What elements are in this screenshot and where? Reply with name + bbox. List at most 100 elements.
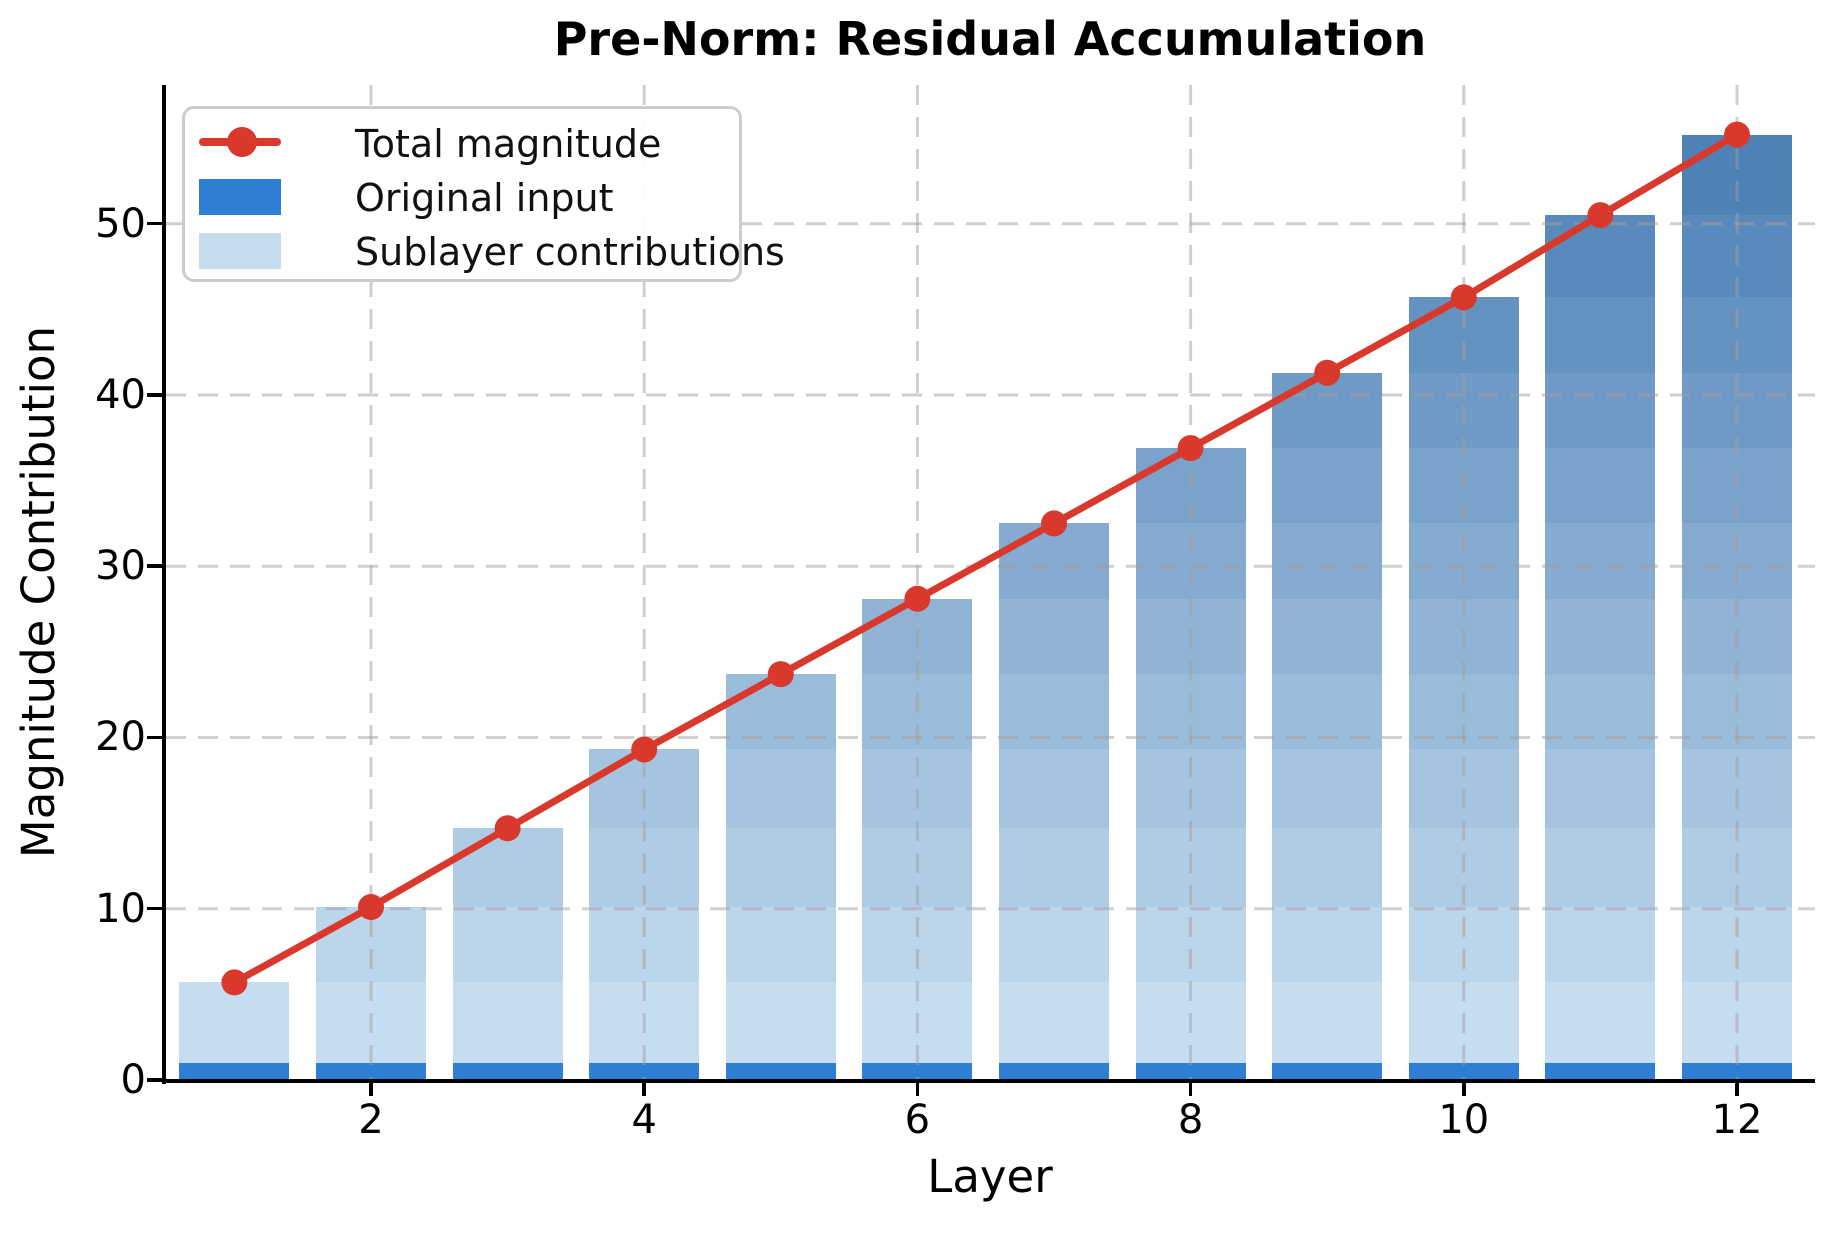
bar-sublayer-segment-3 bbox=[452, 828, 563, 908]
bar-sublayer-segment-7 bbox=[1135, 523, 1246, 599]
bar-sublayer-segment-1 bbox=[999, 982, 1109, 1063]
bar-sublayer-segment-1 bbox=[452, 982, 563, 1063]
bar-sublayer-segment-6 bbox=[1408, 598, 1519, 675]
bar-base-segment bbox=[589, 1062, 700, 1080]
bar-sublayer-segment-3 bbox=[1408, 828, 1519, 908]
bar-sublayer-segment-8 bbox=[1135, 448, 1246, 524]
bar-sublayer-segment-3 bbox=[862, 828, 973, 908]
bar-sublayer-segment-4 bbox=[725, 749, 836, 829]
bar-sublayer-segment-6 bbox=[1682, 598, 1792, 675]
bar-sublayer-segment-4 bbox=[1682, 749, 1792, 829]
bar-sublayer-segment-9 bbox=[1408, 372, 1519, 449]
bar-sublayer-segment-2 bbox=[1545, 907, 1656, 983]
bar-sublayer-segment-9 bbox=[1545, 372, 1656, 449]
bar-sublayer-segment-11 bbox=[1682, 215, 1792, 298]
bar-sublayer-segment-3 bbox=[725, 828, 836, 908]
bar-sublayer-segment-4 bbox=[1272, 749, 1383, 829]
bar-sublayer-segment-1 bbox=[1682, 982, 1792, 1063]
bar-sublayer-segment-6 bbox=[1545, 598, 1656, 675]
bar-sublayer-segment-6 bbox=[1135, 598, 1246, 675]
chart-title: Pre-Norm: Residual Accumulation bbox=[553, 12, 1427, 66]
bar-sublayer-segment-8 bbox=[1682, 448, 1792, 524]
bar-sublayer-segment-7 bbox=[1545, 523, 1656, 599]
legend-label: Original input bbox=[355, 176, 614, 220]
bar-sublayer-segment-7 bbox=[1682, 523, 1792, 599]
bar-sublayer-segment-9 bbox=[1682, 372, 1792, 449]
legend-patch-original-input bbox=[199, 179, 281, 215]
bar-sublayer-segment-8 bbox=[1545, 448, 1656, 524]
bar-sublayer-segment-5 bbox=[1682, 674, 1792, 750]
bar-sublayer-segment-12 bbox=[1682, 134, 1792, 216]
bar-sublayer-segment-4 bbox=[589, 749, 700, 829]
bar-sublayer-segment-10 bbox=[1682, 297, 1792, 373]
bar-sublayer-segment-4 bbox=[1545, 749, 1656, 829]
bar-sublayer-segment-1 bbox=[725, 982, 836, 1063]
bar-base-segment bbox=[1272, 1062, 1383, 1080]
bar-sublayer-segment-2 bbox=[1272, 907, 1383, 983]
bar-sublayer-segment-3 bbox=[589, 828, 700, 908]
bar-sublayer-segment-2 bbox=[999, 907, 1109, 983]
bar-sublayer-segment-1 bbox=[589, 982, 700, 1063]
bar-sublayer-segment-4 bbox=[1135, 749, 1246, 829]
legend: Total magnitude Original input Sublayer … bbox=[182, 106, 785, 282]
bar-sublayer-segment-2 bbox=[316, 907, 426, 983]
bar-sublayer-segment-1 bbox=[1408, 982, 1519, 1063]
bar-sublayer-segment-3 bbox=[1272, 828, 1383, 908]
bar-base-segment bbox=[1545, 1062, 1656, 1080]
bar-sublayer-segment-1 bbox=[1135, 982, 1246, 1063]
bar-sublayer-segment-7 bbox=[1272, 523, 1383, 599]
x-axis-label: Layer bbox=[927, 1150, 1053, 1203]
bar-sublayer-segment-2 bbox=[725, 907, 836, 983]
legend-marker-icon bbox=[227, 127, 257, 157]
bar-base-segment bbox=[862, 1062, 973, 1080]
bar-sublayer-segment-9 bbox=[1272, 372, 1383, 449]
legend-label: Sublayer contributions bbox=[355, 230, 785, 274]
bar-sublayer-segment-2 bbox=[452, 907, 563, 983]
bar-base-segment bbox=[1682, 1062, 1792, 1080]
bar-sublayer-segment-10 bbox=[1408, 297, 1519, 373]
bar-sublayer-segment-5 bbox=[862, 674, 973, 750]
bar-sublayer-segment-6 bbox=[1272, 598, 1383, 675]
bar-base-segment bbox=[1135, 1062, 1246, 1080]
bar-sublayer-segment-5 bbox=[1272, 674, 1383, 750]
bar-base-segment bbox=[1408, 1062, 1519, 1080]
bar-sublayer-segment-1 bbox=[179, 982, 290, 1063]
bar-sublayer-segment-3 bbox=[1682, 828, 1792, 908]
bar-sublayer-segment-3 bbox=[1135, 828, 1246, 908]
legend-patch-sublayer bbox=[199, 233, 281, 269]
bar-sublayer-segment-2 bbox=[1135, 907, 1246, 983]
bar-sublayer-segment-5 bbox=[1135, 674, 1246, 750]
bar-base-segment bbox=[999, 1062, 1109, 1080]
bar-sublayer-segment-1 bbox=[1545, 982, 1656, 1063]
bar-sublayer-segment-2 bbox=[862, 907, 973, 983]
bar-sublayer-segment-7 bbox=[1408, 523, 1519, 599]
bar-sublayer-segment-6 bbox=[862, 598, 973, 675]
bar-sublayer-segment-5 bbox=[999, 674, 1109, 750]
legend-label: Total magnitude bbox=[355, 122, 662, 166]
bar-sublayer-segment-6 bbox=[999, 598, 1109, 675]
bar-sublayer-segment-4 bbox=[862, 749, 973, 829]
bar-sublayer-segment-5 bbox=[1545, 674, 1656, 750]
bar-sublayer-segment-4 bbox=[1408, 749, 1519, 829]
bar-sublayer-segment-1 bbox=[862, 982, 973, 1063]
bar-sublayer-segment-7 bbox=[999, 523, 1109, 599]
bar-sublayer-segment-3 bbox=[1545, 828, 1656, 908]
bar-sublayer-segment-1 bbox=[1272, 982, 1383, 1063]
bar-sublayer-segment-2 bbox=[1682, 907, 1792, 983]
bar-sublayer-segment-8 bbox=[1272, 448, 1383, 524]
bar-sublayer-segment-8 bbox=[1408, 448, 1519, 524]
bar-sublayer-segment-11 bbox=[1545, 215, 1656, 298]
bar-sublayer-segment-2 bbox=[589, 907, 700, 983]
bar-sublayer-segment-4 bbox=[999, 749, 1109, 829]
bar-sublayer-segment-3 bbox=[999, 828, 1109, 908]
bar-base-segment bbox=[725, 1062, 836, 1080]
bar-sublayer-segment-5 bbox=[1408, 674, 1519, 750]
bar-base-segment bbox=[452, 1062, 563, 1080]
bar-sublayer-segment-5 bbox=[725, 674, 836, 750]
bar-base-segment bbox=[179, 1062, 290, 1080]
bar-sublayer-segment-2 bbox=[1408, 907, 1519, 983]
bar-sublayer-segment-1 bbox=[316, 982, 426, 1063]
bar-sublayer-segment-10 bbox=[1545, 297, 1656, 373]
